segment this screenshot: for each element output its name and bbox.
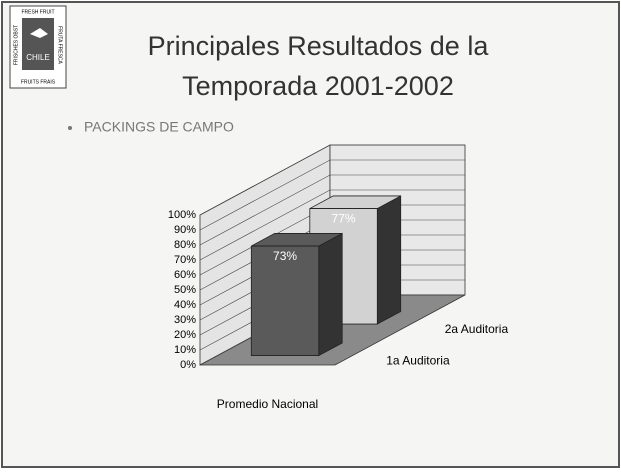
y-tick-label: 30% bbox=[174, 314, 196, 326]
grid-line bbox=[199, 144, 465, 216]
x-tick-label: Promedio Nacional bbox=[217, 397, 318, 411]
logo-text: FRESH FRUIT bbox=[21, 9, 54, 15]
y-tick-label: 40% bbox=[174, 299, 196, 311]
y-tick-label: 20% bbox=[174, 329, 196, 341]
value-label: 77% bbox=[332, 212, 356, 226]
logo-text: FRUITS FRAIS bbox=[21, 79, 56, 85]
bullet-text: PACKINGS DE CAMPO bbox=[84, 119, 234, 135]
y-tick-label: 100% bbox=[168, 209, 196, 221]
y-tick-label: 60% bbox=[174, 269, 196, 281]
y-tick-label: 80% bbox=[174, 239, 196, 251]
logo-mark bbox=[22, 18, 54, 70]
bar-side bbox=[376, 195, 402, 325]
bar-side bbox=[318, 232, 343, 357]
grid-line bbox=[199, 189, 465, 261]
logo-text: CHILE bbox=[26, 53, 50, 62]
y-tick-label: 50% bbox=[174, 284, 196, 296]
logo-text: FRISCHES OBST bbox=[13, 25, 19, 65]
y-tick-label: 90% bbox=[174, 224, 196, 236]
y-tick-label: 10% bbox=[174, 344, 196, 356]
bullet-dot bbox=[68, 126, 72, 130]
logo-flag bbox=[30, 28, 48, 38]
grid-line bbox=[199, 159, 465, 231]
y-tick-label: 0% bbox=[180, 359, 196, 371]
chart: 0% 10% 20% 30% 40% 50% 60% 70% 80% 90% 100% Promedi… bbox=[168, 144, 509, 411]
y-tick-label: 70% bbox=[174, 254, 196, 266]
series-label: 2a Auditoria bbox=[445, 322, 509, 336]
value-label: 73% bbox=[273, 249, 297, 263]
logo: FRESH FRUIT FRUITS FRAIS CHILE FRISCHES … bbox=[9, 5, 67, 89]
title-line: Temporada 2001-2002 bbox=[182, 71, 454, 101]
grid-line bbox=[199, 174, 465, 246]
logo-text: FRUTA FRESCA bbox=[57, 26, 63, 64]
bar bbox=[250, 245, 320, 356]
series-label: 1a Auditoria bbox=[386, 353, 450, 367]
title-line: Principales Resultados de la bbox=[148, 31, 490, 61]
